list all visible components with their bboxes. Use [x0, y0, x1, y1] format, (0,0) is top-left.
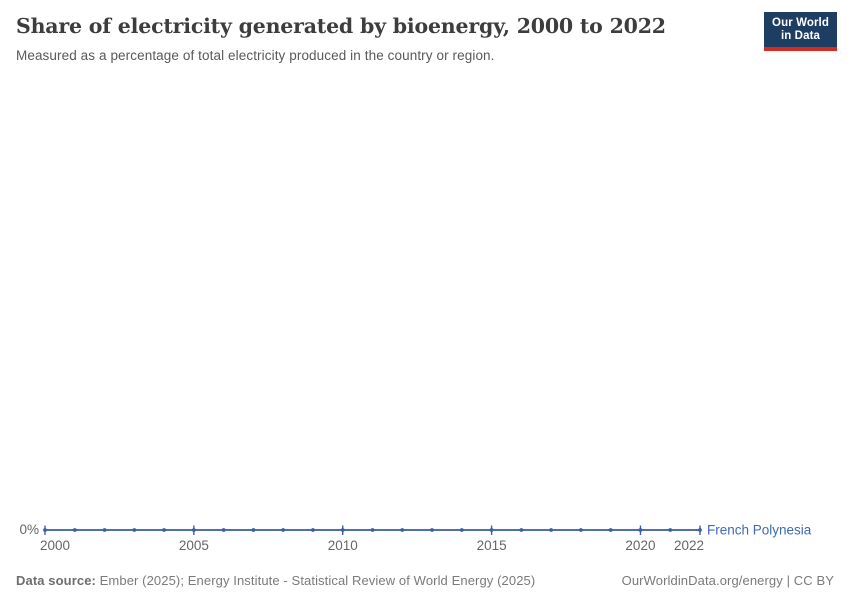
page-subtitle: Measured as a percentage of total electr…	[16, 48, 495, 63]
x-axis-tick-label: 2000	[40, 538, 70, 553]
data-point	[221, 528, 226, 532]
data-point	[162, 528, 166, 532]
data-point	[608, 528, 613, 532]
data-point	[132, 528, 137, 532]
data-source-note: Data source: Ember (2025); Energy Instit…	[16, 573, 535, 588]
data-point	[459, 528, 464, 532]
license-link[interactable]: OurWorldinData.org/energy | CC BY	[621, 573, 834, 588]
owid-logo-line1: Our World	[772, 16, 829, 29]
line-chart: 0% French Polynesia 2000 2005 2010 2015 2020 20…	[19, 522, 812, 553]
data-point	[340, 528, 345, 532]
data-point	[489, 528, 494, 532]
data-point	[638, 528, 643, 532]
data-point	[698, 528, 702, 532]
data-source-text: Ember (2025); Energy Institute - Statist…	[95, 573, 536, 588]
data-point	[370, 528, 375, 532]
owid-logo[interactable]: Our World in Data	[764, 12, 837, 51]
x-axis-tick-label: 2005	[179, 538, 209, 553]
y-axis-tick-label: 0%	[19, 522, 39, 537]
chart-header: Share of electricity generated by bioene…	[16, 14, 750, 63]
data-point	[549, 528, 554, 532]
data-point	[191, 528, 196, 532]
data-point	[251, 528, 256, 532]
data-point	[430, 528, 434, 532]
data-point	[519, 528, 524, 532]
data-point	[579, 528, 583, 532]
data-point	[400, 528, 405, 532]
x-axis-tick-label: 2020	[625, 538, 655, 553]
x-axis-tick-label: 2022	[674, 538, 704, 553]
owid-logo-line2: in Data	[780, 29, 821, 42]
data-point	[668, 528, 673, 532]
data-point	[281, 528, 286, 532]
data-point	[43, 528, 47, 532]
page-title: Share of electricity generated by bioene…	[16, 14, 666, 38]
chart-footer: Data source: Ember (2025); Energy Instit…	[16, 573, 834, 588]
data-point	[72, 528, 77, 532]
entity-label[interactable]: French Polynesia	[707, 523, 812, 538]
x-axis-tick-label: 2010	[328, 538, 358, 553]
x-axis-tick-label: 2015	[477, 538, 507, 553]
data-point	[311, 528, 315, 532]
data-point	[102, 528, 107, 532]
data-source-label: Data source:	[16, 573, 96, 588]
